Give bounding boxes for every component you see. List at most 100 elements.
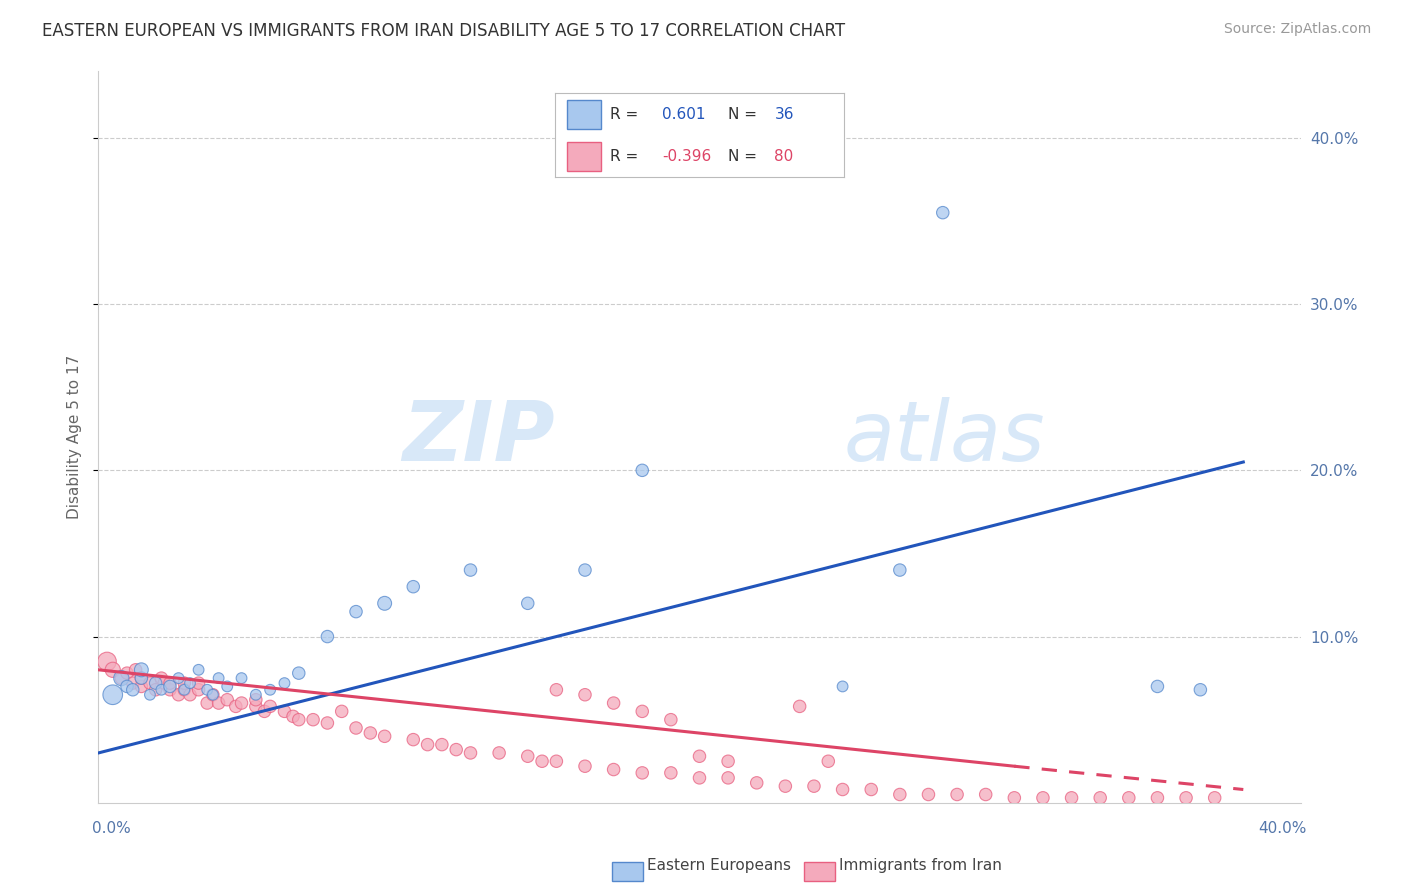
Point <box>145 682 167 697</box>
Point <box>444 742 467 756</box>
Point <box>101 663 124 677</box>
Point <box>195 696 218 710</box>
Point <box>574 563 596 577</box>
Point <box>245 692 267 706</box>
Point <box>831 782 853 797</box>
Point <box>316 716 339 731</box>
Point <box>416 738 439 752</box>
Point <box>488 746 510 760</box>
Point <box>1088 790 1111 805</box>
Point <box>1002 790 1025 805</box>
Text: 0.0%: 0.0% <box>93 821 131 836</box>
Point <box>402 580 425 594</box>
Point <box>831 680 853 694</box>
Point <box>689 749 711 764</box>
Point <box>359 726 381 740</box>
Point <box>101 688 124 702</box>
Point <box>187 676 209 690</box>
Point <box>115 680 138 694</box>
Point <box>889 788 911 802</box>
Point <box>288 713 311 727</box>
Point <box>253 705 276 719</box>
Point <box>110 671 132 685</box>
Point <box>631 765 654 780</box>
Point <box>201 688 224 702</box>
Point <box>281 709 304 723</box>
Point <box>288 666 311 681</box>
Point <box>201 688 224 702</box>
Text: ZIP: ZIP <box>402 397 555 477</box>
Point <box>302 713 325 727</box>
Point <box>1060 790 1083 805</box>
Point <box>217 692 239 706</box>
Point <box>602 763 624 777</box>
Point <box>121 682 143 697</box>
Point <box>374 596 396 610</box>
Point <box>187 663 209 677</box>
Point <box>402 732 425 747</box>
Point <box>1204 790 1226 805</box>
Point <box>131 663 153 677</box>
Point <box>602 696 624 710</box>
Point <box>1175 790 1198 805</box>
Point <box>187 682 209 697</box>
Point <box>167 671 190 685</box>
Point <box>96 655 118 669</box>
Point <box>917 788 939 802</box>
Point <box>273 705 295 719</box>
Point <box>173 676 195 690</box>
Point <box>167 688 190 702</box>
Point <box>1118 790 1140 805</box>
Point <box>374 729 396 743</box>
Point <box>231 671 253 685</box>
Point <box>817 754 839 768</box>
Point <box>131 671 153 685</box>
Point <box>974 788 997 802</box>
Point <box>344 721 367 735</box>
Text: 40.0%: 40.0% <box>1258 821 1306 836</box>
Point <box>139 688 162 702</box>
Point <box>124 663 146 677</box>
Text: Immigrants from Iran: Immigrants from Iran <box>839 858 1002 872</box>
Point <box>659 765 682 780</box>
Point <box>1032 790 1054 805</box>
Point <box>245 688 267 702</box>
Point <box>231 696 253 710</box>
Point <box>574 688 596 702</box>
Point <box>717 754 740 768</box>
Point <box>121 676 143 690</box>
Point <box>110 671 132 685</box>
Point <box>717 771 740 785</box>
Point <box>259 682 281 697</box>
Point <box>173 682 195 697</box>
Point <box>273 676 295 690</box>
Text: Source: ZipAtlas.com: Source: ZipAtlas.com <box>1223 22 1371 37</box>
Point <box>631 705 654 719</box>
Point <box>159 676 181 690</box>
Point <box>775 779 797 793</box>
Point <box>460 563 482 577</box>
Point <box>460 746 482 760</box>
Point <box>145 676 167 690</box>
Point <box>631 463 654 477</box>
Point <box>316 630 339 644</box>
Point <box>789 699 811 714</box>
Point <box>173 682 195 697</box>
Y-axis label: Disability Age 5 to 17: Disability Age 5 to 17 <box>67 355 83 519</box>
Point <box>159 680 181 694</box>
Point <box>179 688 201 702</box>
Point <box>1146 790 1168 805</box>
Point <box>516 596 538 610</box>
Point <box>330 705 353 719</box>
Point <box>259 699 281 714</box>
Point <box>546 754 568 768</box>
Point <box>1189 682 1212 697</box>
Point <box>208 696 231 710</box>
Point <box>344 605 367 619</box>
Point <box>115 666 138 681</box>
Point <box>153 676 176 690</box>
Point <box>139 676 162 690</box>
Point <box>689 771 711 785</box>
Point <box>946 788 969 802</box>
Point <box>803 779 825 793</box>
